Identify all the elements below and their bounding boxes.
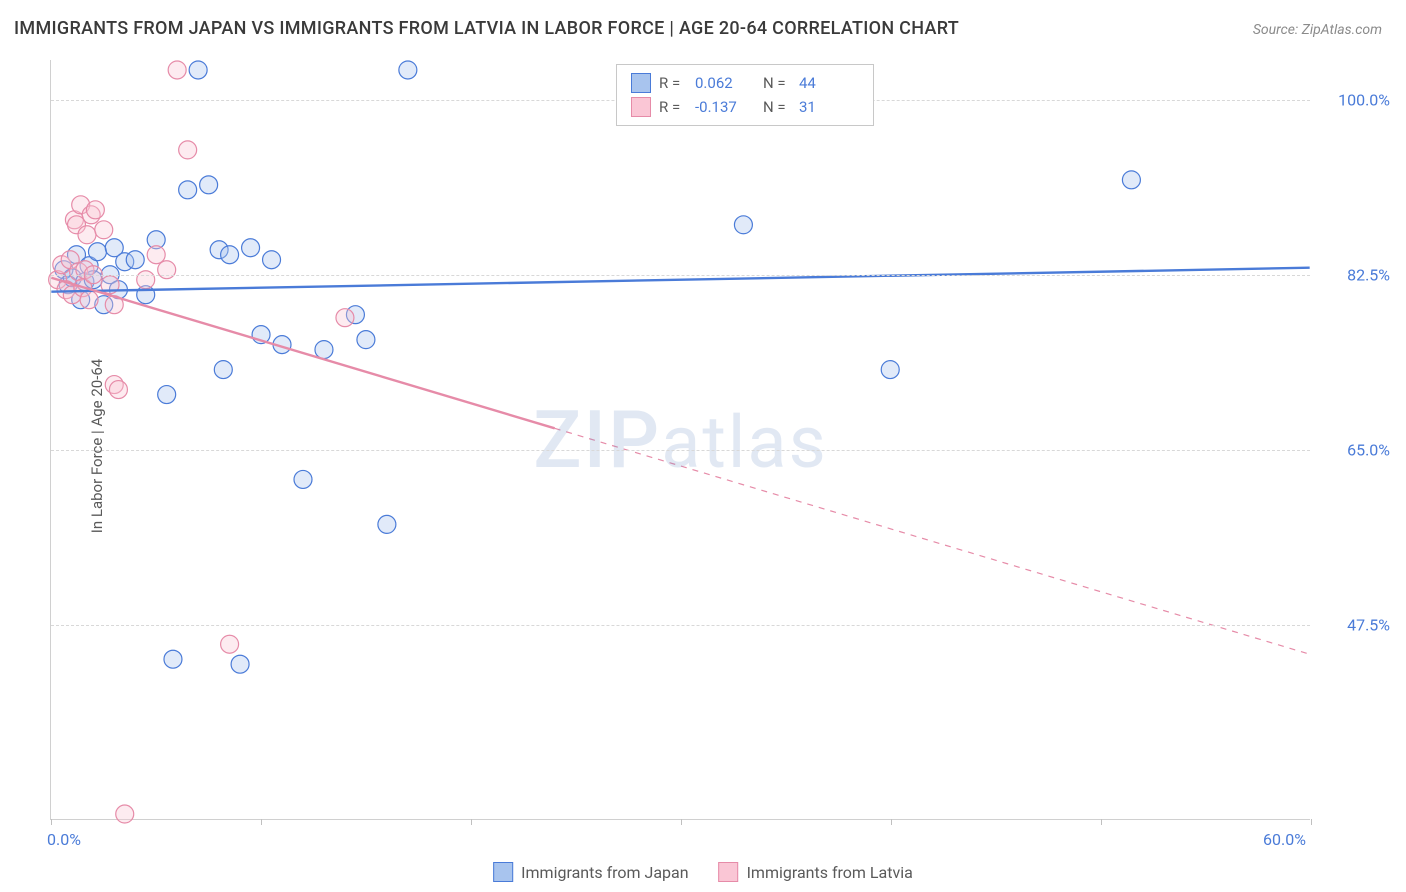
legend-r-value: 0.062: [695, 74, 755, 92]
x-tick: [1311, 819, 1312, 825]
legend-swatch-japan: [493, 862, 513, 882]
scatter-point: [137, 271, 155, 289]
legend-label-japan: Immigrants from Japan: [521, 863, 688, 882]
plot-area: ZIPatlas 47.5%65.0%82.5%100.0%0.0%60.0%R…: [50, 60, 1310, 820]
scatter-point: [88, 243, 106, 261]
x-tick: [1101, 819, 1102, 825]
gridline: [51, 275, 1310, 276]
scatter-point: [164, 650, 182, 668]
scatter-point: [116, 805, 134, 823]
scatter-point: [95, 221, 113, 239]
legend-item-japan: Immigrants from Japan: [493, 862, 688, 882]
scatter-point: [881, 361, 899, 379]
scatter-point: [126, 251, 144, 269]
scatter-point: [399, 61, 417, 79]
x-tick: [471, 819, 472, 825]
legend-swatch: [631, 73, 651, 93]
scatter-point: [189, 61, 207, 79]
scatter-point: [168, 61, 186, 79]
legend-label-latvia: Immigrants from Latvia: [747, 863, 913, 882]
x-tick-label: 0.0%: [47, 830, 81, 849]
scatter-point: [294, 470, 312, 488]
legend-r-label: R =: [659, 98, 687, 116]
x-tick: [681, 819, 682, 825]
legend-swatch: [631, 97, 651, 117]
scatter-point: [200, 176, 218, 194]
scatter-point: [80, 291, 98, 309]
correlation-chart: IMMIGRANTS FROM JAPAN VS IMMIGRANTS FROM…: [0, 0, 1406, 892]
legend-n-label: N =: [763, 98, 791, 116]
source-attribution: Source: ZipAtlas.com: [1253, 22, 1382, 38]
legend-n-label: N =: [763, 74, 791, 92]
trend-line-dashed: [555, 428, 1310, 654]
legend-swatch-latvia: [719, 862, 739, 882]
scatter-point: [78, 226, 96, 244]
scatter-point: [315, 341, 333, 359]
scatter-point: [158, 386, 176, 404]
y-tick-label: 65.0%: [1347, 441, 1390, 460]
plot-svg: [51, 60, 1310, 819]
scatter-point: [378, 515, 396, 533]
x-tick: [51, 819, 52, 825]
legend-r-label: R =: [659, 74, 687, 92]
scatter-point: [179, 141, 197, 159]
scatter-point: [109, 381, 127, 399]
x-tick: [891, 819, 892, 825]
scatter-point: [221, 635, 239, 653]
legend-stats-row: R = -0.137 N = 31: [631, 95, 859, 119]
scatter-point: [214, 361, 232, 379]
scatter-point: [179, 181, 197, 199]
scatter-point: [86, 201, 104, 219]
gridline: [51, 450, 1310, 451]
legend-stats-row: R = 0.062 N = 44: [631, 71, 859, 95]
scatter-point: [221, 246, 239, 264]
scatter-point: [263, 251, 281, 269]
legend-n-value: 44: [799, 74, 859, 92]
scatter-point: [734, 216, 752, 234]
legend-bottom: Immigrants from Japan Immigrants from La…: [493, 862, 913, 882]
legend-item-latvia: Immigrants from Latvia: [719, 862, 913, 882]
legend-n-value: 31: [799, 98, 859, 116]
y-tick-label: 47.5%: [1347, 616, 1390, 635]
trend-line: [51, 268, 1309, 292]
y-tick-label: 82.5%: [1347, 266, 1390, 285]
scatter-point: [147, 246, 165, 264]
scatter-point: [158, 261, 176, 279]
legend-r-value: -0.137: [695, 98, 755, 116]
gridline: [51, 625, 1310, 626]
legend-stats: R = 0.062 N = 44 R = -0.137 N = 31: [616, 64, 874, 126]
scatter-point: [357, 331, 375, 349]
scatter-point: [231, 655, 249, 673]
y-tick-label: 100.0%: [1338, 91, 1390, 110]
scatter-point: [336, 309, 354, 327]
chart-title: IMMIGRANTS FROM JAPAN VS IMMIGRANTS FROM…: [14, 18, 959, 39]
scatter-point: [242, 239, 260, 257]
trend-line: [51, 278, 554, 429]
x-tick: [261, 819, 262, 825]
y-axis-label: In Labor Force | Age 20-64: [88, 359, 106, 533]
scatter-point: [1122, 171, 1140, 189]
x-tick-label: 60.0%: [1263, 830, 1306, 849]
